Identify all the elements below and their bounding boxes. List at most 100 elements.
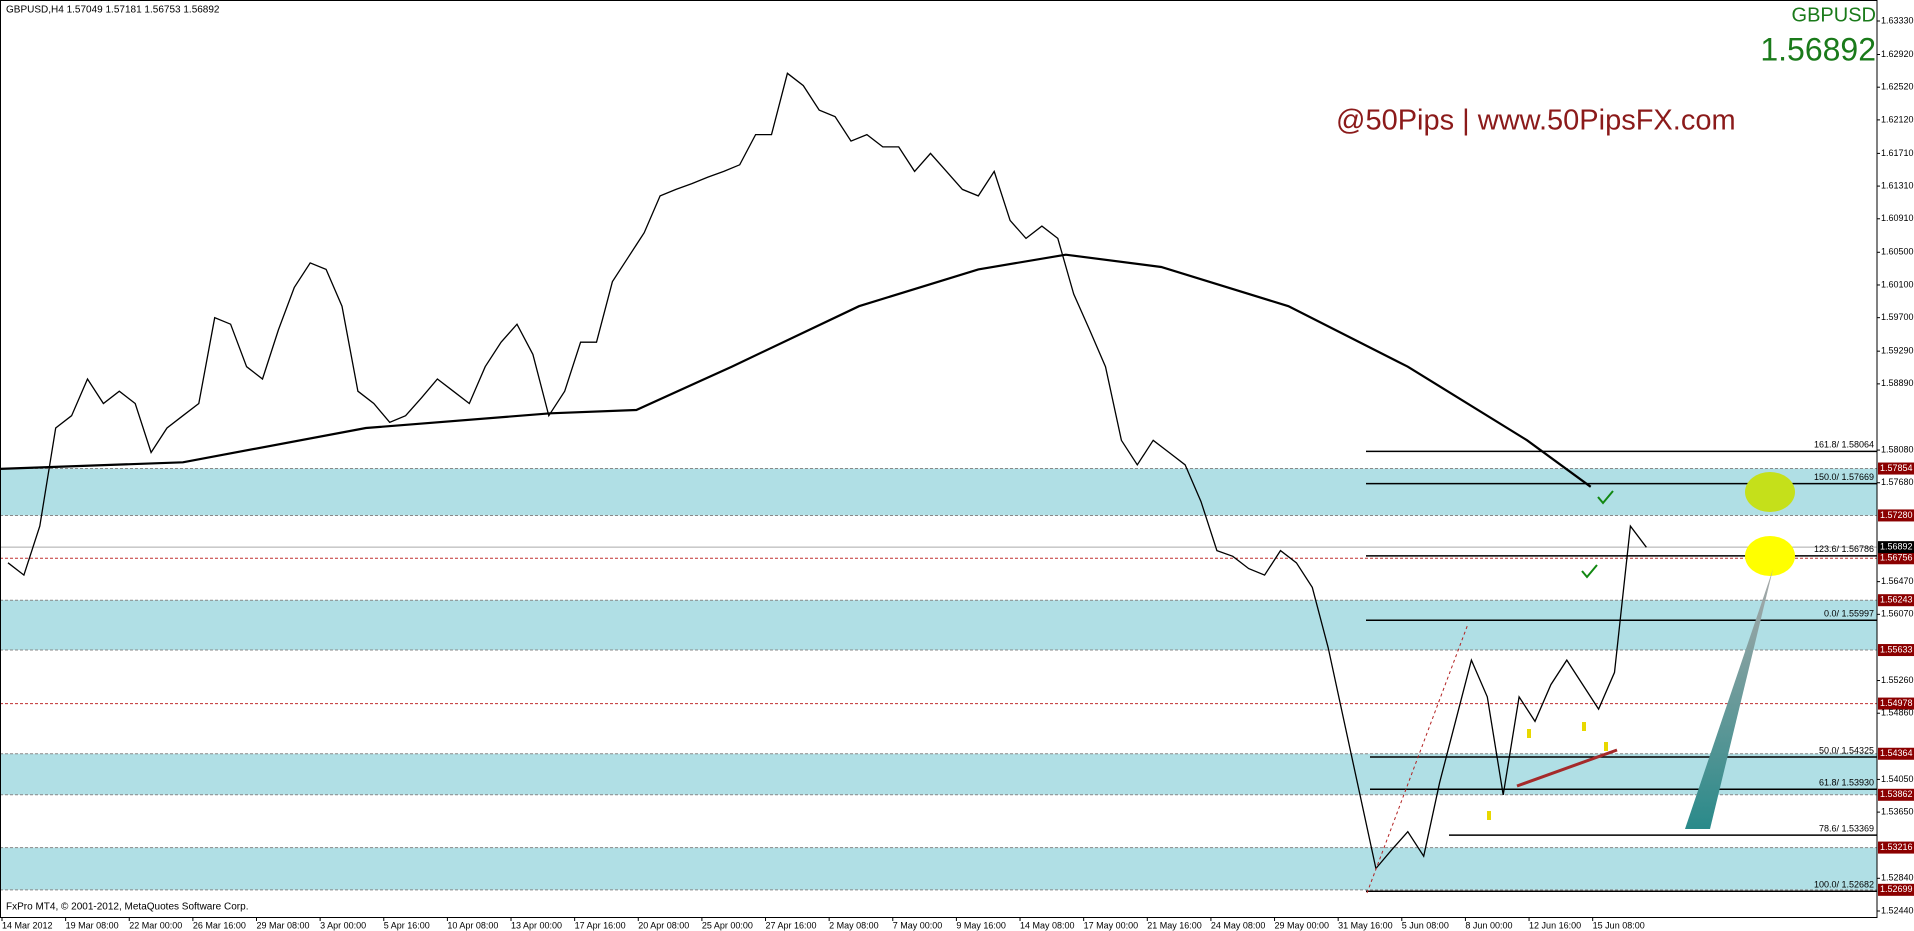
check-mark [1581, 564, 1598, 579]
watermark: @50Pips | www.50PipsFX.com [1336, 105, 1736, 137]
footer: FxPro MT4, © 2001-2012, MetaQuotes Softw… [6, 902, 248, 913]
plot-frame [0, 0, 1878, 918]
arrow-mark [1527, 729, 1531, 738]
x-tick-label: 3 Apr 00:00 [320, 920, 366, 930]
y-tick-label: 1.61710 [1881, 148, 1914, 158]
price-line [7, 72, 1647, 870]
x-tick-label: 5 Jun 08:00 [1402, 920, 1449, 930]
fib-label: 100.0/ 1.52682 [1814, 880, 1874, 890]
x-tick-label: 22 Mar 00:00 [129, 920, 182, 930]
fib-label: 50.0/ 1.54325 [1819, 745, 1874, 755]
arrow-mark [1582, 722, 1586, 731]
y-tick-label: 1.55260 [1881, 675, 1914, 685]
x-tick-label: 29 Mar 08:00 [257, 920, 310, 930]
x-tick-label: 17 May 00:00 [1084, 920, 1139, 930]
y-tick-label: 1.62920 [1881, 49, 1914, 59]
y-tick-label: 1.63330 [1881, 15, 1914, 25]
header: GBPUSD,H4 1.57049 1.57181 1.56753 1.5689… [6, 5, 220, 16]
price-label: 1.54978 [1880, 698, 1913, 708]
zone [0, 847, 1877, 890]
x-tick-label: 25 Apr 00:00 [702, 920, 753, 930]
fib-label: 0.0/ 1.55997 [1824, 609, 1874, 619]
target-circle [1745, 536, 1795, 576]
symbol: GBPUSD [1792, 4, 1876, 26]
x-tick-label: 8 Jun 00:00 [1465, 920, 1512, 930]
price-label-box [1878, 509, 1914, 522]
x-tick-label: 5 Apr 16:00 [384, 920, 430, 930]
y-tick-label: 1.57680 [1881, 477, 1914, 487]
fib-label: 150.0/ 1.57669 [1814, 472, 1874, 482]
price-label: 1.53862 [1880, 789, 1913, 799]
x-tick-label: 7 May 00:00 [893, 920, 943, 930]
y-tick-label: 1.60500 [1881, 247, 1914, 257]
last-price-big: 1.56892 [1760, 31, 1876, 67]
x-tick-label: 21 May 16:00 [1147, 920, 1202, 930]
fib-label: 161.8/ 1.58064 [1814, 440, 1874, 450]
fib-label: 61.8/ 1.53930 [1819, 778, 1874, 788]
price-label-box [1878, 747, 1914, 760]
x-tick-label: 10 Apr 08:00 [447, 920, 498, 930]
price-label: 1.56756 [1880, 553, 1913, 563]
x-tick-label: 20 Apr 08:00 [638, 920, 689, 930]
y-tick-label: 1.53650 [1881, 806, 1914, 816]
check-mark [1597, 490, 1614, 505]
y-tick-label: 1.61310 [1881, 180, 1914, 190]
y-tick-label: 1.60100 [1881, 279, 1914, 289]
x-tick-label: 19 Mar 08:00 [66, 920, 119, 930]
price-label-box [1878, 462, 1914, 475]
y-tick-label: 1.54050 [1881, 774, 1914, 784]
x-tick-label: 17 Apr 16:00 [575, 920, 626, 930]
y-tick-label: 1.62520 [1881, 82, 1914, 92]
zone [0, 600, 1877, 651]
price-label-box [1878, 883, 1914, 896]
y-tick-label: 1.54860 [1881, 708, 1914, 718]
price-label: 1.56243 [1880, 595, 1913, 605]
arrow-mark [1604, 742, 1608, 751]
y-tick-label: 1.58890 [1881, 378, 1914, 388]
y-tick-label: 1.62120 [1881, 114, 1914, 124]
x-tick-label: 2 May 08:00 [829, 920, 879, 930]
x-tick-label: 14 Mar 2012 [2, 920, 53, 930]
trend-line [1516, 748, 1618, 788]
price-label: 1.57854 [1880, 463, 1913, 473]
x-tick-label: 29 May 00:00 [1275, 920, 1330, 930]
price-label-box [1878, 552, 1914, 565]
x-tick-label: 14 May 08:00 [1020, 920, 1075, 930]
x-tick-label: 31 May 16:00 [1338, 920, 1393, 930]
price-label-box [1878, 697, 1914, 710]
fib-label: 78.6/ 1.53369 [1819, 823, 1874, 833]
y-tick-label: 1.60910 [1881, 213, 1914, 223]
arrow [1685, 569, 1773, 829]
arrow-mark [1487, 811, 1491, 820]
x-tick-label: 13 Apr 00:00 [511, 920, 562, 930]
price-label-box [1878, 541, 1914, 554]
y-tick-label: 1.52440 [1881, 905, 1914, 915]
price-label-box [1878, 841, 1914, 854]
price-label: 1.54364 [1880, 748, 1913, 758]
price-label-box [1878, 644, 1914, 657]
zones [0, 468, 1877, 891]
x-tick-label: 12 Jun 16:00 [1529, 920, 1581, 930]
price-label: 1.55633 [1880, 644, 1913, 654]
price-label-box [1878, 594, 1914, 607]
price-label: 1.53216 [1880, 842, 1913, 852]
y-tick-label: 1.58080 [1881, 444, 1914, 454]
x-tick-label: 26 Mar 16:00 [193, 920, 246, 930]
x-tick-label: 27 Apr 16:00 [766, 920, 817, 930]
y-tick-label: 1.59700 [1881, 312, 1914, 322]
x-tick-label: 15 Jun 08:00 [1593, 920, 1645, 930]
price-label: 1.52699 [1880, 884, 1913, 894]
moving-average [0, 253, 1592, 488]
y-tick-label: 1.59290 [1881, 346, 1914, 356]
x-tick-label: 24 May 08:00 [1211, 920, 1266, 930]
price-label-box [1878, 788, 1914, 801]
y-tick-label: 1.52840 [1881, 873, 1914, 883]
price-label: 1.56892 [1880, 542, 1913, 552]
target-circle [1745, 472, 1795, 512]
zone [0, 753, 1877, 795]
labels: GBPUSD,H4 1.57049 1.57181 1.56753 1.5689… [6, 4, 1876, 912]
fib-label: 123.6/ 1.56786 [1814, 544, 1874, 554]
